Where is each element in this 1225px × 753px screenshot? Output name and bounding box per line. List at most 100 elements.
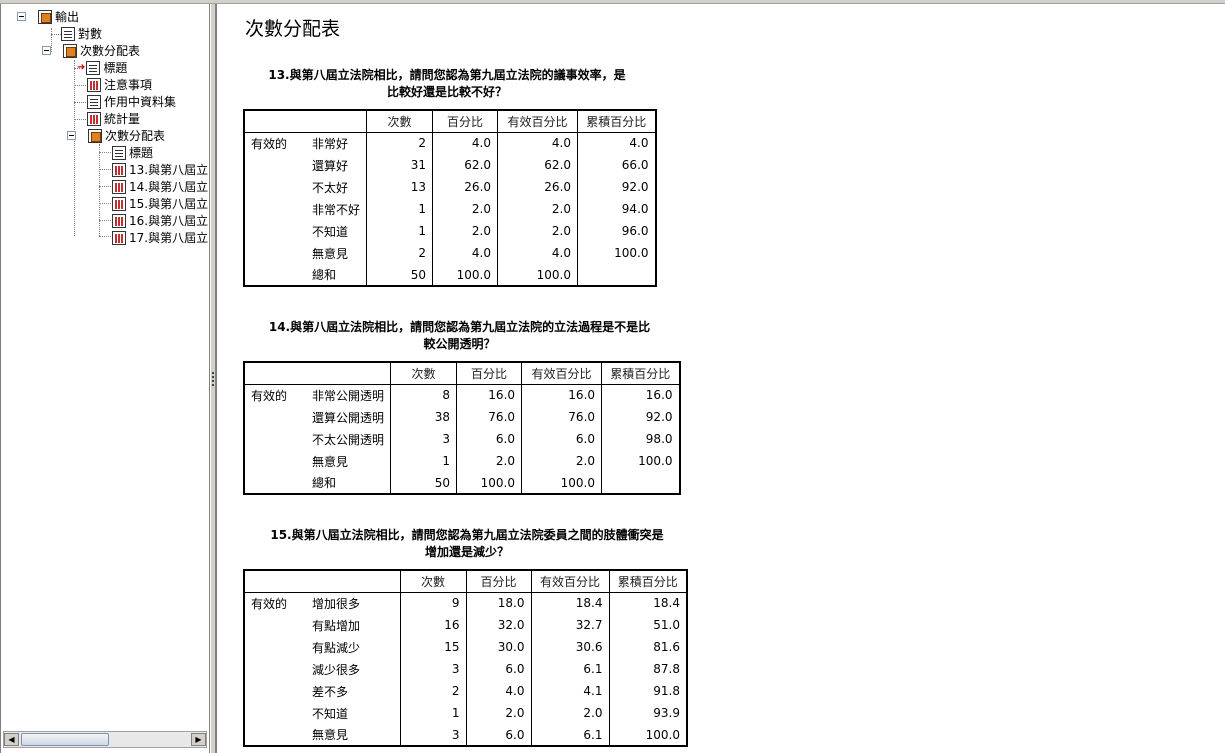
- cell-cumulative-percent: 18.4: [608, 592, 687, 614]
- tree-label: 對數: [78, 27, 103, 41]
- row-label: 不太公開透明: [312, 432, 385, 447]
- scroll-left-icon[interactable]: ◀: [4, 733, 19, 746]
- log-icon: [61, 26, 75, 41]
- cell-percent: 6.0: [456, 428, 522, 450]
- table-icon: [112, 179, 126, 194]
- cell-cumulative-percent: 4.0: [577, 132, 656, 154]
- output-book-icon: [88, 128, 102, 143]
- table-title-line: 增加還是減少？: [424, 545, 509, 559]
- output-book-icon: [63, 43, 77, 58]
- cell-percent: 2.0: [432, 220, 498, 242]
- row-label: 非常公開透明: [312, 388, 385, 403]
- cell-valid-percent: 30.6: [530, 636, 609, 658]
- table-header-row: 次數 百分比 有效百分比 累積百分比: [244, 570, 687, 593]
- cell-cumulative-percent: 100.0: [601, 450, 680, 472]
- header-valid-percent: 有效百分比: [521, 362, 602, 385]
- tree-node-table-15[interactable]: 15.與第八屆立: [112, 195, 208, 212]
- notes-icon: [87, 77, 101, 92]
- table-row: 不知道 1 2.0 2.0 93.9: [244, 702, 687, 724]
- header-cumulative-percent: 累積百分比: [601, 362, 680, 385]
- tree-node-notes[interactable]: 注意事項: [87, 76, 152, 93]
- scroll-right-icon[interactable]: ▶: [191, 733, 206, 746]
- row-label: 無意見: [312, 246, 349, 261]
- header-frequency: 次數: [390, 362, 457, 385]
- cell-valid-percent: 4.0: [497, 132, 578, 154]
- table-row: 無意見 1 2.0 2.0 100.0: [244, 450, 680, 472]
- cell-valid-percent: 4.1: [530, 680, 609, 702]
- cell-frequency: 16: [399, 614, 466, 636]
- tree-label: 次數分配表: [105, 129, 166, 143]
- cell-valid-percent: 100.0: [521, 472, 602, 494]
- tree-node-output[interactable]: 輸出: [17, 8, 79, 25]
- cell-cumulative-percent: [601, 472, 680, 494]
- tree-label: 統計量: [104, 112, 141, 126]
- tree-node-table-17[interactable]: 17.與第八屆立: [112, 229, 208, 246]
- cell-valid-percent: 6.0: [521, 428, 602, 450]
- cell-frequency: 3: [399, 724, 466, 746]
- row-label: 無意見: [312, 454, 349, 469]
- table-row: 有點增加 16 32.0 32.7 51.0: [244, 614, 687, 636]
- table-title-line: 14.與第八屆立法院相比，請問您認為第九屆立法院的立法過程是不是比: [268, 320, 651, 334]
- table-row: 無意見 2 4.0 4.0 100.0: [244, 242, 656, 264]
- splitter-grip-icon: [212, 372, 214, 388]
- row-label: 有點減少: [312, 640, 361, 655]
- cell-valid-percent: 2.0: [497, 220, 578, 242]
- cell-cumulative-percent: 93.9: [608, 702, 687, 724]
- tree-label: 注意事項: [104, 78, 153, 92]
- cell-valid-percent: 2.0: [497, 198, 578, 220]
- header-cumulative-percent: 累積百分比: [577, 110, 656, 133]
- collapse-icon[interactable]: [67, 131, 76, 140]
- cell-cumulative-percent: 87.8: [608, 658, 687, 680]
- tree-label: 次數分配表: [80, 44, 141, 58]
- row-label: 非常好: [312, 136, 349, 151]
- tree-node-table-16[interactable]: 16.與第八屆立: [112, 212, 208, 229]
- table-header-row: 次數 百分比 有效百分比 累積百分比: [244, 110, 656, 133]
- row-label: 有點增加: [312, 618, 361, 633]
- cell-percent: 100.0: [432, 264, 498, 286]
- cell-frequency: 50: [390, 472, 457, 494]
- row-label: 還算好: [312, 158, 349, 173]
- cell-cumulative-percent: 51.0: [608, 614, 687, 636]
- cell-cumulative-percent: 98.0: [601, 428, 680, 450]
- pane-splitter[interactable]: [210, 4, 216, 753]
- tree-horizontal-scrollbar[interactable]: ◀ ▶: [3, 731, 207, 748]
- window-top-edge: [0, 0, 1225, 4]
- cell-percent: 100.0: [456, 472, 522, 494]
- cell-percent: 32.0: [465, 614, 531, 636]
- collapse-icon[interactable]: [42, 46, 51, 55]
- page-title: 次數分配表: [245, 18, 341, 40]
- tree-node-active-dataset[interactable]: 作用中資料集: [87, 93, 176, 110]
- tree-node-title-2[interactable]: 標題: [112, 144, 153, 161]
- frequency-table-15: 次數 百分比 有效百分比 累積百分比 有效的 增加很多 9 18.0 18.4 18.4 …: [243, 569, 688, 747]
- header-valid-percent: 有效百分比: [530, 570, 609, 593]
- cell-percent: 4.0: [465, 680, 531, 702]
- row-label: 非常不好: [312, 202, 361, 217]
- cell-frequency: 13: [366, 176, 433, 198]
- table-14-title: 14.與第八屆立法院相比，請問您認為第九屆立法院的立法過程是不是比 較公開透明？: [247, 319, 672, 353]
- cell-cumulative-percent: 94.0: [577, 198, 656, 220]
- tree-node-frequencies-1[interactable]: 次數分配表: [42, 42, 140, 59]
- tree-node-title-1[interactable]: ➜ 標題: [77, 59, 127, 76]
- cell-valid-percent: 100.0: [497, 264, 578, 286]
- tree-label: 標題: [103, 61, 128, 75]
- table-row: 不太公開透明 3 6.0 6.0 98.0: [244, 428, 680, 450]
- frequency-table-14: 次數 百分比 有效百分比 累積百分比 有效的 非常公開透明 8 16.0 16.0 16.…: [243, 361, 681, 495]
- header-percent: 百分比: [456, 362, 522, 385]
- collapse-icon[interactable]: [17, 12, 26, 21]
- tree-node-statistics[interactable]: 統計量: [87, 110, 140, 127]
- cell-valid-percent: 2.0: [521, 450, 602, 472]
- scrollbar-thumb[interactable]: [21, 733, 109, 746]
- outline-tree: 輸出 對數 次數分配表 ➜ 標題 注意事項 作用中資料集 統計量: [1, 4, 209, 729]
- tree-node-table-14[interactable]: 14.與第八屆立: [112, 178, 208, 195]
- tree-node-table-13[interactable]: 13.與第八屆立: [112, 161, 208, 178]
- tree-node-log[interactable]: 對數: [61, 25, 102, 42]
- cell-percent: 76.0: [456, 406, 522, 428]
- table-row: 總和 50 100.0 100.0: [244, 264, 656, 286]
- table-title-line: 比較好還是比較不好？: [386, 85, 507, 99]
- tree-node-frequencies-2[interactable]: 次數分配表: [67, 127, 165, 144]
- cell-frequency: 8: [390, 384, 457, 406]
- cell-valid-percent: 16.0: [521, 384, 602, 406]
- cell-valid-percent: 62.0: [497, 154, 578, 176]
- row-label: 不太好: [312, 180, 349, 195]
- tree-label: 標題: [129, 146, 154, 160]
